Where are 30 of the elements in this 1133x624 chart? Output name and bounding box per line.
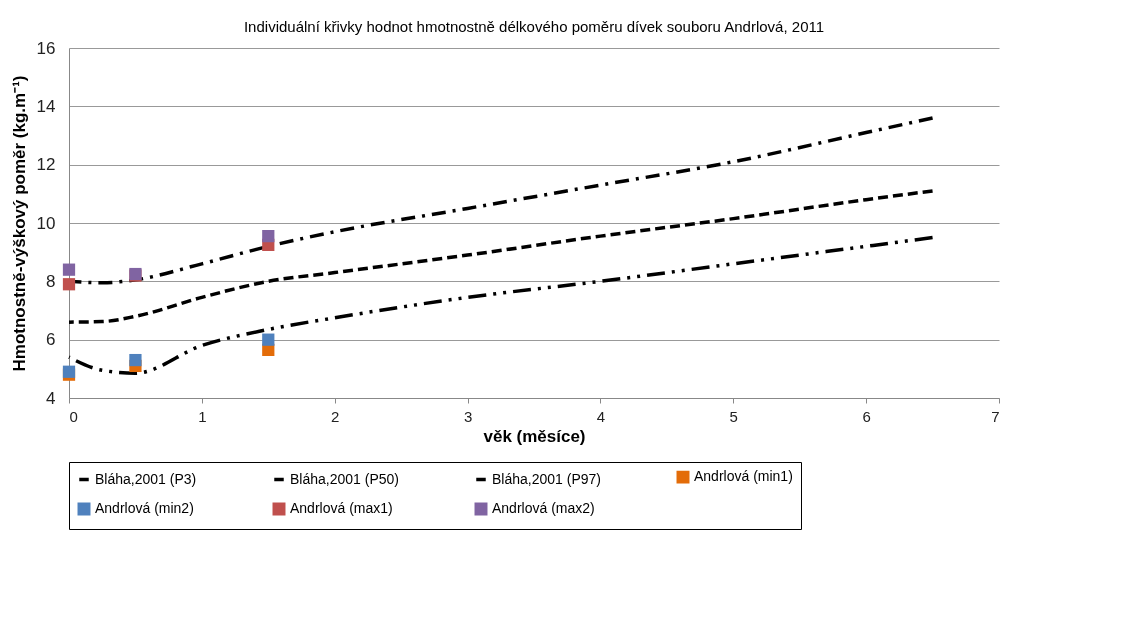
chart-title: Individuální křivky hodnot hmotnostně délkového poměru dívek souboru Andrlová, 2011 [243, 18, 825, 35]
legend-label: Andrlová (min1) [694, 468, 793, 485]
y-tick-label: 16 [36, 38, 56, 58]
y-tick-label: 12 [36, 155, 56, 175]
y-axis-title: Hmotnostně-výškový poměr (kg.m⁻¹) [9, 75, 29, 372]
legend-label: Andrlová (min2) [95, 500, 194, 516]
x-tick-label: 6 [862, 407, 871, 425]
x-tick-label: 7 [991, 407, 1000, 425]
x-tick-label: 3 [463, 407, 473, 425]
point [62, 263, 76, 276]
x-tick-label: 5 [729, 407, 738, 425]
y-tick-label: 14 [36, 96, 56, 116]
y-tick-label: 8 [46, 271, 56, 291]
x-axis-title: věk (měsíce) [483, 426, 586, 446]
legend-label: Bláha,2001 (P3) [95, 470, 197, 487]
x-tick-label: 2 [331, 407, 340, 425]
y-tick-label: 4 [46, 388, 56, 408]
legend-label: Andrlová (max2) [492, 500, 595, 516]
x-tick-label: 0 [69, 407, 78, 425]
y-tick-label: 6 [46, 330, 56, 350]
x-tick-label: 1 [198, 407, 207, 425]
legend-label: Andrlová (max1) [290, 500, 393, 516]
point [262, 333, 275, 346]
y-tick-label: 10 [36, 213, 56, 233]
point [62, 278, 76, 291]
legend-label: Bláha,2001 (P50) [290, 470, 399, 487]
point [129, 353, 142, 367]
point [262, 230, 275, 243]
legend-label: Bláha,2001 (P97) [492, 470, 601, 487]
x-tick-label: 4 [596, 407, 606, 425]
